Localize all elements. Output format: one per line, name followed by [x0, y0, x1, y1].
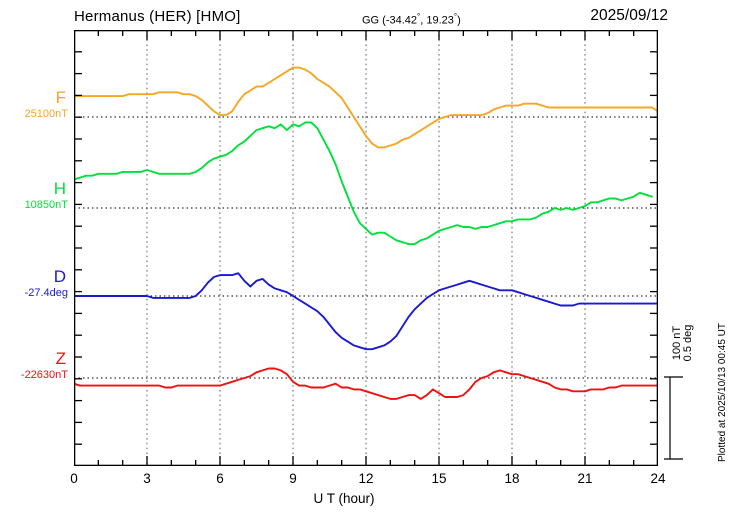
x-tick-0: 0 — [70, 471, 78, 486]
component-baseline-z: -22630nT — [20, 369, 68, 381]
degree-icon-lon: ° — [453, 12, 458, 21]
x-tick-21: 21 — [577, 471, 593, 486]
coords-separator: , — [420, 14, 427, 27]
coords-prefix: GG ( — [362, 14, 386, 27]
x-tick-12: 12 — [358, 471, 374, 486]
coords-suffix: ) — [457, 14, 461, 27]
x-tick-24: 24 — [650, 471, 666, 486]
page-title: Hermanus (HER) [HMO] — [74, 8, 241, 25]
magnetogram-plot — [74, 30, 658, 466]
x-tick-9: 9 — [289, 471, 297, 486]
component-label-f: F — [55, 88, 66, 107]
degree-icon-lat: ° — [417, 12, 421, 21]
coords-latitude: -34.42 — [385, 14, 418, 27]
x-tick-6: 6 — [216, 471, 224, 486]
scale-bar-label: 100 nT 0.5 deg — [671, 304, 694, 382]
x-tick-3: 3 — [143, 471, 151, 486]
scale-bar-deg: 0.5 deg — [682, 324, 694, 362]
component-label-h: H — [53, 179, 66, 198]
component-baseline-f: 25100nT — [24, 108, 68, 120]
scale-bar — [664, 376, 683, 460]
x-axis-title: U T (hour) — [0, 491, 730, 506]
plot-canvas — [74, 30, 658, 466]
component-label-z: Z — [55, 349, 66, 368]
component-label-d: D — [53, 267, 66, 286]
observation-date: 2025/09/12 — [590, 7, 668, 24]
coords-longitude: 19.23 — [426, 14, 454, 27]
x-tick-18: 18 — [504, 471, 520, 486]
x-axis-title-text: U T (hour) — [313, 491, 375, 506]
component-baseline-h: 10850nT — [24, 199, 68, 211]
x-tick-15: 15 — [431, 471, 447, 486]
component-baseline-d: -27.4deg — [24, 287, 68, 299]
plotted-at-label: Plotted at 2025/10/13 00:45 UT — [717, 323, 728, 462]
geographic-coordinates: GG (-34.42°, 19.23°) — [362, 12, 461, 27]
